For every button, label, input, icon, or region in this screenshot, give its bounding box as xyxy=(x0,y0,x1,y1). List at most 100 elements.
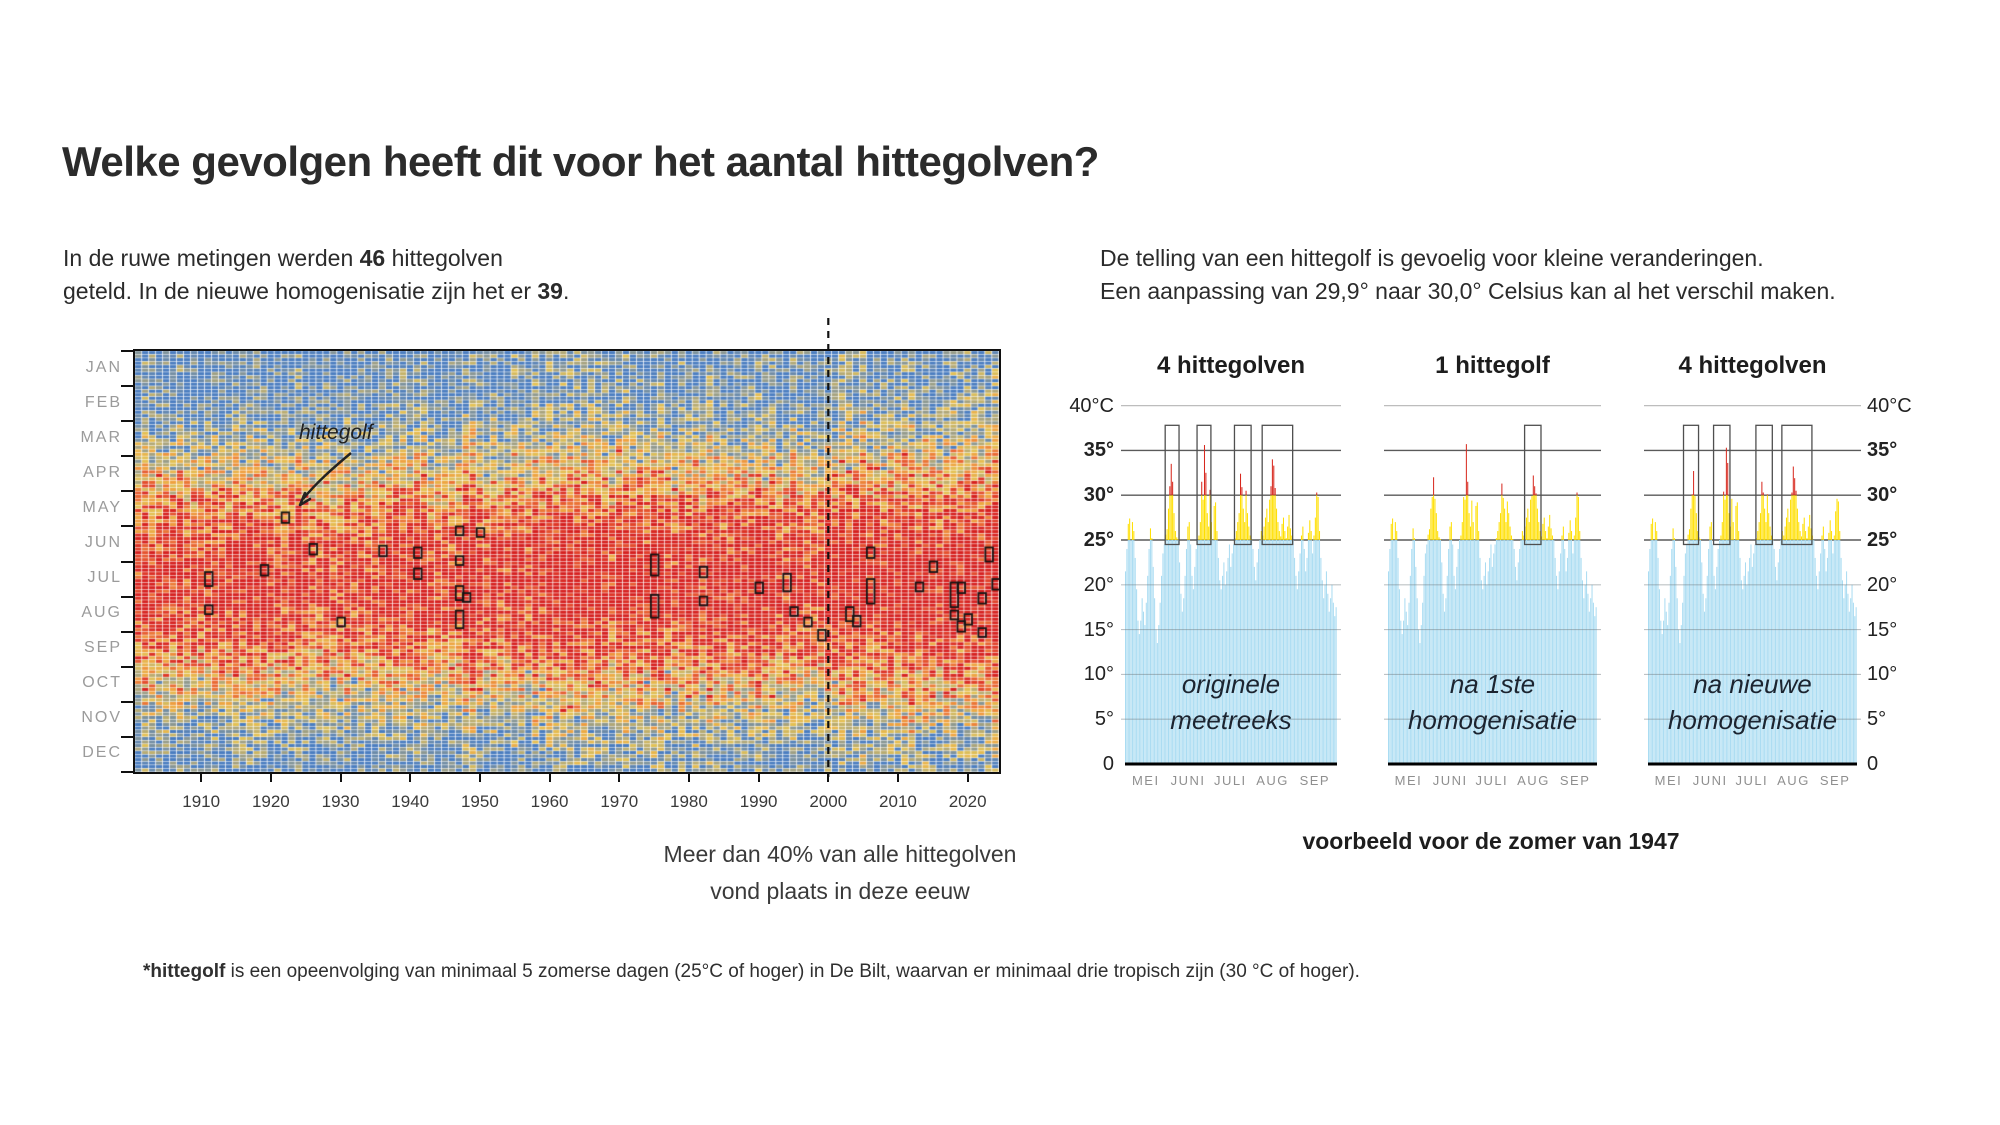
heatmap-year-label: 1950 xyxy=(460,792,499,811)
chart-month-label: AUG xyxy=(1777,773,1810,788)
heatwave-box xyxy=(1233,424,1252,546)
chart-month-label: AUG xyxy=(1517,773,1550,788)
heatmap-month-label: JUN xyxy=(84,533,122,551)
heatmap-month-tick xyxy=(121,385,133,388)
heatmap-month-label: MAY xyxy=(82,498,122,516)
chart-month-label: JULI xyxy=(1735,773,1768,788)
chart-series-label-line2: meetreeks xyxy=(1170,705,1292,735)
heatmap-year-tick xyxy=(687,774,690,782)
chart-title: 4 hittegolven xyxy=(1678,352,1827,379)
heatmap-month-tick xyxy=(121,735,133,738)
chart-ytick-label-right: 0 xyxy=(1867,753,1879,775)
examples-caption: voorbeeld voor de zomer van 1947 xyxy=(1302,828,1680,854)
heatmap-month-tick xyxy=(121,490,133,493)
heatmap-year-label: 1920 xyxy=(251,792,290,811)
heatwave-box xyxy=(1196,424,1212,546)
intro-left-line1-a: In de ruwe metingen werden xyxy=(63,245,360,271)
heatmap-year-label: 2020 xyxy=(948,792,987,811)
chart-month-label: MEI xyxy=(1655,773,1683,788)
chart-series-label-line1: originele xyxy=(1181,669,1281,699)
intro-right-paragraph: De telling van een hittegolf is gevoelig… xyxy=(1100,242,1836,308)
heatmap-year-label: 2010 xyxy=(879,792,917,811)
chart-ytick-label-left: 30° xyxy=(1083,484,1114,507)
heatmap-year-tick xyxy=(618,774,621,782)
heatwave-box xyxy=(1781,424,1813,546)
intro-left-line2-c: . xyxy=(562,278,570,304)
chart-ytick-label-left: 10° xyxy=(1083,663,1114,686)
summer-chart-3: MEI JUNI JULI AUG SEP xyxy=(1644,404,1861,788)
heatmap-year-tick xyxy=(757,774,760,782)
chart-ytick-label-left: 5° xyxy=(1094,708,1114,731)
chart-series-label: na nieuwe homogenisatie xyxy=(1638,666,1867,738)
heatmap-year-label: 1990 xyxy=(739,792,778,811)
chart-month-label: AUG xyxy=(1256,773,1289,788)
intro-left-line1-c: hittegolven xyxy=(385,245,503,271)
chart-month-label: SEP xyxy=(1560,773,1591,788)
heatmap-year-label: 2000 xyxy=(809,792,848,811)
heatwave-box xyxy=(1755,424,1773,546)
heatmap-month-label: FEB xyxy=(84,393,122,411)
chart-ytick-label-left: 35° xyxy=(1083,439,1114,462)
page-title: Welke gevolgen heeft dit voor het aantal… xyxy=(62,138,1099,185)
intro-left-count-raw: 46 xyxy=(359,245,386,271)
heatmap-canvas xyxy=(135,351,999,772)
intro-left-paragraph: In de ruwe metingen werden 46 hittegolve… xyxy=(63,242,569,308)
chart-month-label: JUNI xyxy=(1171,773,1206,788)
chart-ytick-label-right: 15° xyxy=(1867,618,1898,641)
heatwave-box xyxy=(1523,424,1542,546)
chart-month-label: JUNI xyxy=(1433,773,1468,788)
chart-ytick-label-left: 15° xyxy=(1083,618,1114,641)
heatmap-year-label: 1980 xyxy=(670,792,708,811)
heatmap-year-tick xyxy=(896,774,899,782)
heatmap-year-label: 1930 xyxy=(321,792,360,811)
chart-ytick-label-left: 0 xyxy=(1102,753,1114,775)
intro-right-line2: Een aanpassing van 29,9° naar 30,0° Cels… xyxy=(1100,278,1836,304)
chart-ytick-label-left: 25° xyxy=(1083,529,1114,551)
heatmap-year-label: 1970 xyxy=(600,792,639,811)
heatmap-frame xyxy=(133,349,1001,774)
heatmap-year-tick xyxy=(269,774,272,782)
chart-series-label-line2: homogenisatie xyxy=(1407,705,1578,735)
heatmap-month-label: OCT xyxy=(82,674,122,692)
summer-chart-2: MEI JUNI JULI AUG SEP xyxy=(1384,404,1601,788)
heatmap-caption-line1: Meer dan 40% van alle hittegolven xyxy=(663,841,1017,867)
chart-ytick-label-left: 40°C xyxy=(1069,394,1114,417)
heatmap-year-label: 1910 xyxy=(182,792,221,811)
heatmap-month-tick xyxy=(121,455,133,458)
chart-month-label: MEI xyxy=(1132,773,1160,788)
chart-title: 1 hittegolf xyxy=(1435,352,1550,379)
heatmap-year-tick xyxy=(200,774,203,782)
heatwave-box xyxy=(1164,424,1180,546)
heatwave-box xyxy=(1712,424,1731,546)
footnote-text: is een opeenvolging van minimaal 5 zomer… xyxy=(225,961,1360,982)
heatmap-caption: Meer dan 40% van alle hittegolven vond p… xyxy=(560,836,1120,910)
heatmap-month-tick xyxy=(121,525,133,528)
chart-ytick-label-right: 25° xyxy=(1867,529,1898,551)
intro-left-line2-a: geteld. In de nieuwe homogenisatie zijn … xyxy=(63,278,538,304)
chart-series-label-line1: na 1ste xyxy=(1449,669,1536,699)
chart-month-label: SEP xyxy=(1820,773,1851,788)
chart-month-label: JULI xyxy=(1214,773,1247,788)
chart-ytick-label-left: 20° xyxy=(1083,573,1114,596)
heatmap-month-label: APR xyxy=(83,463,122,481)
chart-month-label: JULI xyxy=(1475,773,1508,788)
heatmap-month-tick xyxy=(121,630,133,633)
heatmap-month-tick xyxy=(121,665,133,668)
heatmap-year-tick xyxy=(339,774,342,782)
chart-month-label: JUNI xyxy=(1693,773,1728,788)
intro-right-line1: De telling van een hittegolf is gevoelig… xyxy=(1100,245,1764,271)
chart-month-label: SEP xyxy=(1300,773,1331,788)
heatmap-caption-line2: vond plaats in deze eeuw xyxy=(710,878,970,904)
heatmap-year-tick xyxy=(966,774,969,782)
heatmap-month-label: JAN xyxy=(85,358,122,376)
chart-title: 4 hittegolven xyxy=(1156,352,1306,379)
heatwave-annotation-label: hittegolf xyxy=(299,421,373,444)
heatmap-year-tick xyxy=(409,774,412,782)
heatmap-month-label: SEP xyxy=(83,639,122,657)
heatmap-month-label: NOV xyxy=(81,709,122,727)
heatmap-month-label: DEC xyxy=(82,744,122,762)
heatmap-month-tick xyxy=(121,560,133,563)
heatmap-year-tick xyxy=(548,774,551,782)
heatmap-month-tick xyxy=(121,771,133,773)
chart-series-label: na 1ste homogenisatie xyxy=(1378,666,1607,738)
